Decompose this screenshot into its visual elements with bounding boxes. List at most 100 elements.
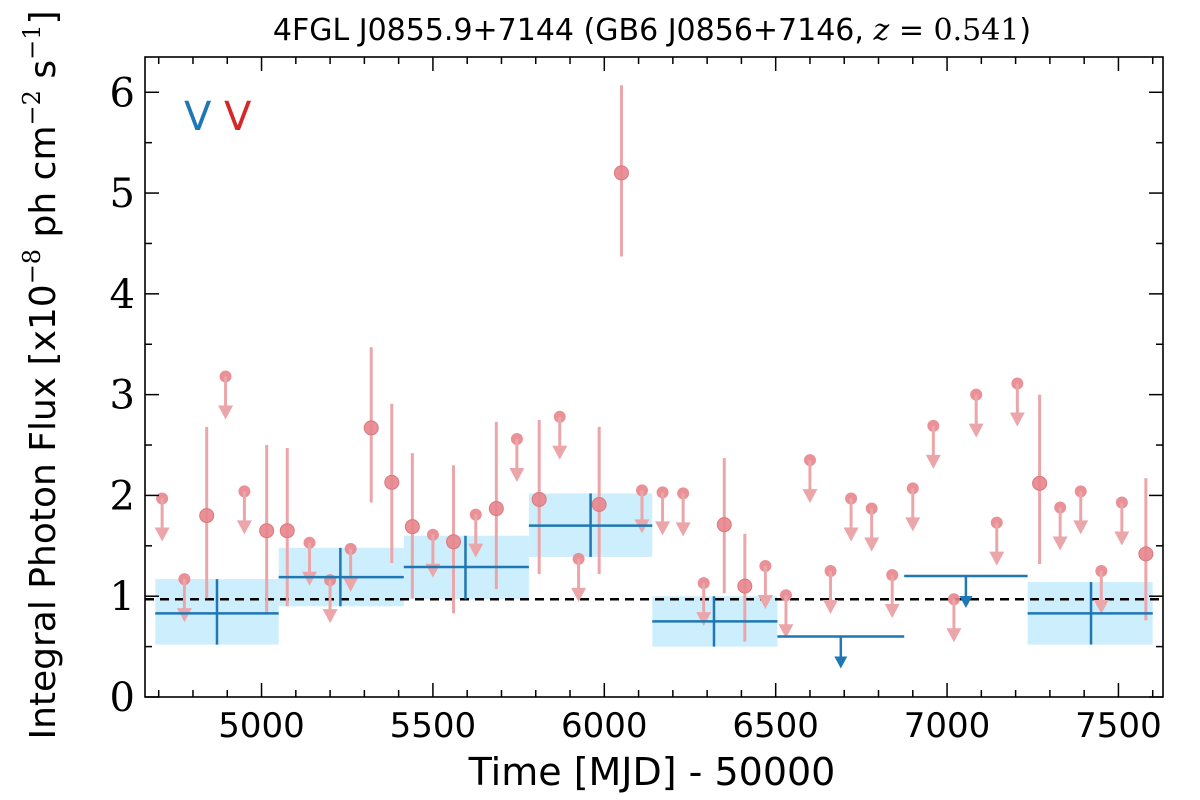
- long-bin-ul-arrow: [834, 656, 848, 669]
- short-bin-point: [445, 465, 461, 614]
- short-bin-ul-arrow: [1093, 600, 1109, 615]
- long-bin-error-bands: [155, 493, 1153, 647]
- long-bin-point: [1027, 582, 1153, 645]
- short-bin-upper-limit: [552, 410, 568, 460]
- short-bin-ul-arrow: [884, 604, 900, 619]
- short-bin-point: [384, 403, 400, 563]
- short-bin-point: [716, 458, 732, 594]
- short-bin-marker: [279, 523, 295, 539]
- short-bin-point: [1138, 478, 1154, 621]
- short-bin-point: [1032, 394, 1048, 564]
- short-bin-upper-limit: [946, 593, 962, 643]
- short-bin-upper-limit: [925, 419, 941, 469]
- short-bin-ul-arrow: [176, 608, 192, 623]
- short-bin-point: [279, 448, 295, 607]
- short-bin-upper-limit: [1009, 377, 1025, 427]
- short-bin-marker: [716, 517, 732, 533]
- short-bin-upper-limit: [509, 432, 525, 482]
- short-bin-upper-limit: [968, 388, 984, 438]
- short-bin-ul-arrow: [1052, 536, 1068, 551]
- y-tick-label: 0: [110, 675, 135, 721]
- short-bin-ul-arrow: [823, 600, 839, 615]
- x-tick-label: 7500: [1075, 706, 1162, 746]
- short-bin-ul-arrow: [757, 594, 773, 609]
- short-bin-ul-arrow: [802, 489, 818, 504]
- long-bin-point: [403, 535, 529, 600]
- x-tick-label: 5000: [218, 706, 305, 746]
- axes: [144, 56, 1164, 698]
- short-bin-upper-limit: [302, 536, 318, 586]
- short-bin-ul-arrow: [675, 522, 691, 537]
- short-bin-ul-arrow: [509, 467, 525, 482]
- short-bin-upper-limit: [757, 559, 773, 609]
- short-bin-upper-limit: [236, 485, 252, 535]
- long-bin-point: [652, 596, 778, 647]
- short-bin-ul-marker: [1054, 501, 1067, 514]
- short-bin-point: [199, 426, 215, 599]
- short-bin-ul-arrow: [468, 543, 484, 558]
- y-tick-label: 6: [110, 70, 135, 116]
- chart-title: 4FGL J0855.9+7144 (GB6 J0856+7146, z = 0…: [273, 13, 1031, 48]
- short-bin-points: [154, 85, 1154, 643]
- short-bin-upper-limit: [843, 492, 859, 542]
- short-bin-ul-arrow: [552, 445, 568, 460]
- short-bin-ul-arrow: [154, 527, 170, 542]
- short-bin-point: [591, 426, 607, 575]
- short-bin-marker: [259, 523, 275, 539]
- short-bin-ul-arrow: [843, 527, 859, 542]
- short-bin-marker: [1138, 546, 1154, 562]
- short-bin-upper-limit: [1114, 496, 1130, 546]
- short-bin-point: [737, 533, 753, 642]
- short-bin-point: [488, 421, 504, 590]
- short-bin-ul-arrow: [322, 609, 338, 624]
- short-bin-marker: [613, 165, 629, 181]
- x-tick-label: 6000: [561, 706, 648, 746]
- short-bin-ul-arrow: [1114, 531, 1130, 546]
- y-axis-label: Integral Photon Flux [x10−8 ph cm−2 s−1]: [18, 10, 64, 739]
- long-bin-point: [278, 547, 404, 607]
- short-bin-ul-arrow: [1073, 520, 1089, 535]
- short-bin-ul-arrow: [302, 571, 318, 586]
- short-bin-marker: [591, 496, 607, 512]
- x-axis-label: Time [MJD] - 50000: [468, 750, 836, 794]
- short-bin-ul-arrow: [989, 551, 1005, 566]
- short-bin-upper-limit: [802, 454, 818, 504]
- short-bin-ul-arrow: [343, 577, 359, 592]
- short-bin-ul-arrow: [864, 537, 880, 552]
- x-tick-label: 5500: [390, 706, 477, 746]
- short-bin-ul-arrow: [778, 624, 794, 639]
- short-bin-upper-limit: [176, 573, 192, 623]
- short-bin-ul-arrow: [236, 520, 252, 535]
- short-bin-marker: [1032, 475, 1048, 491]
- short-bin-ul-arrow: [218, 405, 234, 420]
- short-bin-marker: [445, 534, 461, 550]
- plot-frame: [144, 56, 1164, 698]
- short-bin-ul-arrow: [968, 423, 984, 438]
- short-bin-marker: [737, 578, 753, 594]
- long-bin-point: [528, 493, 653, 557]
- short-bin-marker: [199, 508, 215, 524]
- ticks: [145, 57, 1163, 698]
- short-bin-upper-limit: [989, 516, 1005, 566]
- short-bin-upper-limit: [1073, 485, 1089, 535]
- short-bin-marker: [384, 474, 400, 490]
- short-bin-upper-limit: [571, 552, 587, 602]
- short-bin-ul-arrow: [946, 628, 962, 643]
- short-bin-upper-limit: [884, 569, 900, 619]
- y-tick-label: 1: [110, 574, 135, 620]
- short-bin-upper-limit: [655, 486, 671, 536]
- long-bin-point: [155, 579, 279, 645]
- long-bin-ul-arrow: [959, 596, 973, 609]
- x-tick-label: 6500: [732, 706, 819, 746]
- short-bin-upper-limit: [778, 589, 794, 639]
- y-tick-label: 4: [110, 272, 135, 318]
- short-bin-point: [404, 453, 420, 599]
- short-bin-ul-arrow: [905, 517, 921, 532]
- short-bin-ul-arrow: [655, 521, 671, 536]
- long-bin-upper-limit: [904, 574, 1028, 609]
- legend-label-short-bin: V: [224, 94, 252, 140]
- long-bin-points: [155, 493, 1153, 669]
- short-bin-upper-limit: [1093, 565, 1109, 615]
- short-bin-ul-arrow: [696, 612, 712, 627]
